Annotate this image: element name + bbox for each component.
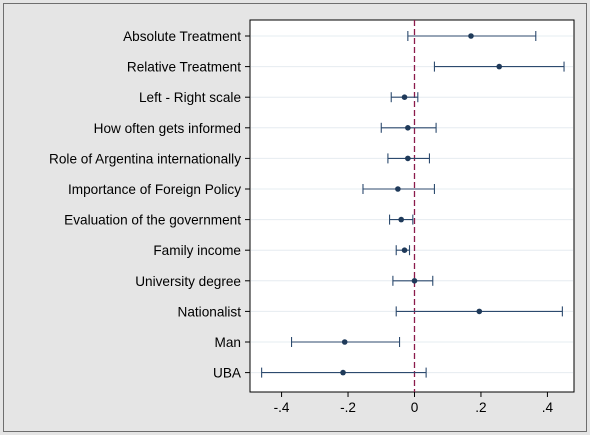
- point-estimate: [401, 94, 408, 100]
- y-axis-label: UBA: [213, 366, 242, 381]
- y-axis-label: Role of Argentina internationally: [49, 151, 241, 166]
- x-tick-label: -.2: [340, 400, 356, 415]
- plot-area: [249, 19, 575, 393]
- y-axis-label: Evaluation of the government: [64, 213, 241, 228]
- y-axis-label: University degree: [135, 274, 241, 289]
- x-axis: -.4 -.2 0 .2 .4: [274, 392, 554, 415]
- x-tick-label: 0: [411, 400, 419, 415]
- point-estimate: [405, 125, 411, 131]
- point-estimate: [401, 247, 408, 253]
- point-estimate: [411, 278, 418, 284]
- y-axis-labels: Absolute Treatment Relative Treatment Left…: [49, 29, 250, 381]
- point-estimate: [468, 33, 474, 39]
- point-estimate: [340, 369, 346, 376]
- point-estimate: [398, 216, 405, 223]
- point-estimate: [395, 186, 401, 192]
- x-tick-label: .4: [542, 400, 554, 415]
- y-axis-label: How often gets informed: [94, 121, 241, 136]
- x-tick-label: .2: [475, 400, 486, 415]
- y-axis-label: Left - Right scale: [139, 90, 241, 105]
- y-axis-label: Man: [215, 335, 241, 350]
- y-axis-label: Absolute Treatment: [123, 29, 241, 44]
- point-estimate: [341, 339, 348, 345]
- y-axis-label: Importance of Foreign Policy: [68, 182, 241, 197]
- y-axis-label: Family income: [153, 243, 241, 258]
- point-estimate: [496, 63, 503, 70]
- y-axis-label: Nationalist: [178, 304, 242, 319]
- point-estimate: [476, 308, 483, 315]
- point-estimate: [405, 155, 411, 162]
- outer-frame: [3, 3, 587, 432]
- y-axis-label: Relative Treatment: [127, 60, 241, 75]
- point-estimates: [340, 33, 503, 376]
- x-tick-label: -.4: [274, 400, 290, 415]
